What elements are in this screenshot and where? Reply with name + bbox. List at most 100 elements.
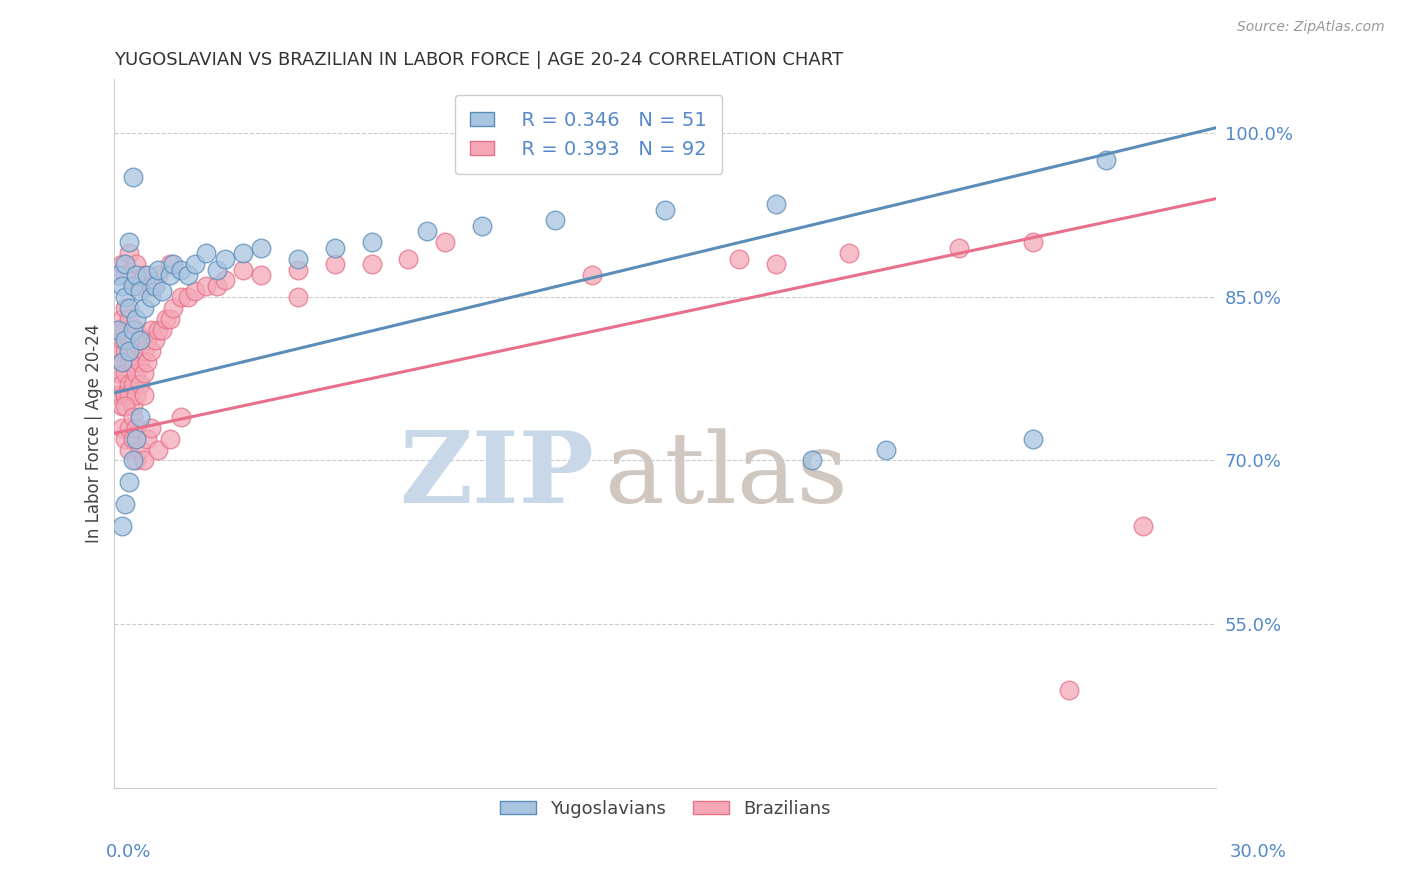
Point: [136, 334, 159, 348]
Point: [143, 334, 166, 348]
Point: [287, 262, 309, 277]
Point: [118, 311, 141, 326]
Point: [118, 377, 141, 392]
Point: [838, 246, 860, 260]
Point: [159, 432, 181, 446]
Point: [107, 366, 129, 380]
Point: [114, 268, 136, 282]
Text: 0.0%: 0.0%: [105, 843, 150, 861]
Legend: Yugoslavians, Brazilians: Yugoslavians, Brazilians: [492, 792, 838, 825]
Point: [323, 241, 346, 255]
Point: [125, 421, 148, 435]
Point: [129, 377, 152, 392]
Point: [118, 355, 141, 369]
Point: [114, 257, 136, 271]
Point: [148, 442, 170, 457]
Point: [139, 421, 162, 435]
Text: atlas: atlas: [605, 428, 848, 524]
Point: [162, 301, 184, 315]
Point: [801, 453, 824, 467]
Point: [118, 246, 141, 260]
Point: [727, 252, 749, 266]
Point: [125, 257, 148, 271]
Point: [250, 268, 273, 282]
Text: YUGOSLAVIAN VS BRAZILIAN IN LABOR FORCE | AGE 20-24 CORRELATION CHART: YUGOSLAVIAN VS BRAZILIAN IN LABOR FORCE …: [114, 51, 844, 69]
Point: [118, 442, 141, 457]
Point: [139, 290, 162, 304]
Point: [360, 235, 382, 250]
Point: [1059, 682, 1081, 697]
Point: [129, 409, 152, 424]
Point: [433, 235, 456, 250]
Point: [948, 241, 970, 255]
Point: [125, 344, 148, 359]
Point: [177, 290, 200, 304]
Point: [118, 301, 141, 315]
Point: [132, 366, 155, 380]
Point: [214, 273, 236, 287]
Point: [415, 224, 437, 238]
Point: [132, 453, 155, 467]
Point: [875, 442, 897, 457]
Point: [323, 257, 346, 271]
Point: [471, 219, 494, 233]
Point: [107, 344, 129, 359]
Point: [121, 377, 143, 392]
Point: [232, 262, 254, 277]
Point: [129, 279, 152, 293]
Point: [214, 252, 236, 266]
Point: [125, 388, 148, 402]
Point: [125, 268, 148, 282]
Text: 30.0%: 30.0%: [1230, 843, 1286, 861]
Point: [1021, 432, 1043, 446]
Point: [132, 301, 155, 315]
Point: [232, 246, 254, 260]
Point: [118, 388, 141, 402]
Point: [360, 257, 382, 271]
Point: [396, 252, 419, 266]
Point: [121, 432, 143, 446]
Point: [139, 279, 162, 293]
Point: [169, 262, 191, 277]
Point: [107, 268, 129, 282]
Point: [143, 279, 166, 293]
Point: [121, 279, 143, 293]
Point: [114, 344, 136, 359]
Point: [125, 322, 148, 336]
Point: [765, 257, 787, 271]
Point: [121, 334, 143, 348]
Point: [121, 169, 143, 184]
Point: [132, 344, 155, 359]
Point: [107, 322, 129, 336]
Point: [1095, 153, 1118, 168]
Point: [118, 334, 141, 348]
Point: [114, 388, 136, 402]
Point: [129, 355, 152, 369]
Text: ZIP: ZIP: [399, 427, 593, 524]
Point: [207, 279, 229, 293]
Point: [125, 311, 148, 326]
Point: [125, 453, 148, 467]
Point: [207, 262, 229, 277]
Point: [287, 290, 309, 304]
Point: [162, 257, 184, 271]
Point: [139, 322, 162, 336]
Point: [287, 252, 309, 266]
Point: [111, 377, 134, 392]
Point: [114, 388, 136, 402]
Point: [148, 322, 170, 336]
Point: [136, 268, 159, 282]
Point: [111, 421, 134, 435]
Y-axis label: In Labor Force | Age 20-24: In Labor Force | Age 20-24: [86, 324, 103, 543]
Point: [581, 268, 603, 282]
Point: [250, 241, 273, 255]
Point: [111, 257, 134, 271]
Point: [111, 355, 134, 369]
Point: [177, 268, 200, 282]
Point: [111, 355, 134, 369]
Point: [107, 388, 129, 402]
Point: [107, 322, 129, 336]
Point: [111, 334, 134, 348]
Point: [111, 519, 134, 533]
Point: [121, 355, 143, 369]
